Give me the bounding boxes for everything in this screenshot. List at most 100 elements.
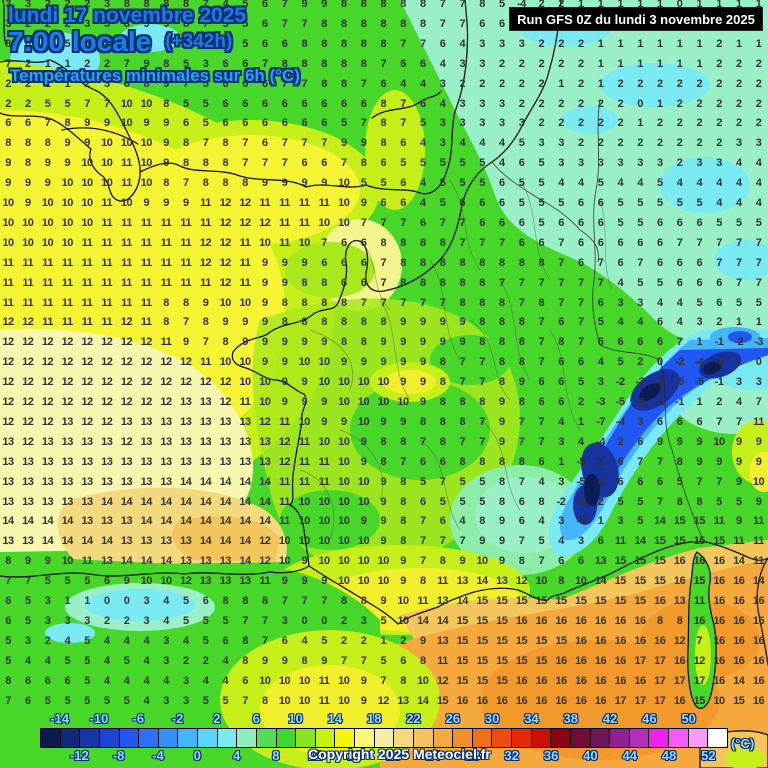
temp-value: 6: [25, 695, 31, 707]
temp-value: 1: [380, 635, 386, 647]
temp-value: 8: [479, 456, 485, 468]
temp-value: 14: [753, 575, 765, 587]
temp-value: 16: [555, 655, 567, 667]
temp-value: 14: [733, 555, 745, 567]
temp-value: 5: [637, 217, 643, 229]
temp-value: 13: [200, 416, 212, 428]
temp-value: 13: [42, 436, 54, 448]
temp-value: 2: [598, 98, 604, 110]
temp-value: 2: [84, 0, 90, 10]
temp-value: 9: [420, 635, 426, 647]
temp-value: 6: [242, 58, 248, 70]
temp-value: 10: [121, 197, 133, 209]
temp-value: 16: [753, 635, 765, 647]
temp-value: 17: [674, 675, 686, 687]
temp-value: 1: [637, 38, 643, 50]
temp-value: 12: [121, 376, 133, 388]
temp-value: 2: [637, 78, 643, 90]
temp-value: 8: [380, 237, 386, 249]
temp-value: 8: [479, 297, 485, 309]
scale-swatch: [452, 728, 473, 748]
temp-value: 13: [42, 456, 54, 468]
temp-value: 12: [160, 356, 172, 368]
temp-value: 9: [301, 177, 307, 189]
temp-value: 6: [479, 197, 485, 209]
temp-value: 1: [558, 78, 564, 90]
temp-value: 3: [163, 635, 169, 647]
temp-value: 6: [341, 98, 347, 110]
temp-value: 8: [519, 456, 525, 468]
temp-value: 4: [124, 635, 130, 647]
temp-value: 9: [143, 18, 149, 30]
temp-value: 9: [163, 78, 169, 90]
temp-value: 9: [282, 396, 288, 408]
temp-value: 8: [499, 316, 505, 328]
temp-value: 5: [420, 476, 426, 488]
temp-value: 8: [25, 157, 31, 169]
temp-value: 15: [555, 595, 567, 607]
temp-value: 5: [736, 496, 742, 508]
temp-value: 10: [2, 197, 14, 209]
temp-value: 9: [143, 117, 149, 129]
temp-value: 2: [25, 78, 31, 90]
temp-value: 9: [361, 197, 367, 209]
temp-value: 5: [203, 78, 209, 90]
temp-value: 6: [459, 197, 465, 209]
scale-swatch: [354, 728, 375, 748]
temp-value: 7: [558, 257, 564, 269]
temp-value: 10: [121, 137, 133, 149]
temp-value: 8: [203, 157, 209, 169]
temp-value: 6: [242, 78, 248, 90]
temp-value: 15: [654, 535, 666, 547]
temp-value: 14: [239, 555, 251, 567]
temp-value: 6: [696, 257, 702, 269]
temp-value: 10: [318, 535, 330, 547]
temp-value: 3: [598, 376, 604, 388]
temp-value: 7: [5, 58, 11, 70]
temp-value: 2: [578, 58, 584, 70]
temp-value: 7: [558, 237, 564, 249]
temp-value: 7: [440, 476, 446, 488]
temp-value: 16: [733, 655, 745, 667]
temp-value: 4: [598, 476, 604, 488]
temp-value: 7: [420, 555, 426, 567]
temp-value: 7: [203, 38, 209, 50]
temp-value: 6: [677, 277, 683, 289]
temp-value: 13: [121, 416, 133, 428]
temp-value: 13: [141, 436, 153, 448]
temp-value: -9: [576, 515, 585, 527]
temp-value: 8: [203, 177, 209, 189]
temp-value: 16: [575, 615, 587, 627]
scale-swatch: [628, 728, 650, 748]
temp-value: 7: [282, 595, 288, 607]
temp-value: 12: [279, 456, 291, 468]
temp-value: -5: [616, 396, 625, 408]
temp-value: 15: [516, 655, 528, 667]
temp-value: 7: [262, 635, 268, 647]
temp-value: 13: [81, 436, 93, 448]
temp-value: 8: [163, 316, 169, 328]
temp-value: 13: [101, 555, 113, 567]
temp-value: 8: [400, 18, 406, 30]
temp-value: 5: [677, 476, 683, 488]
temp-value: 11: [299, 436, 310, 448]
temp-value: 5: [677, 197, 683, 209]
scale-swatch: [59, 728, 81, 748]
temp-value: -2: [636, 396, 645, 408]
temp-value: 5: [380, 615, 386, 627]
temp-value: 8: [203, 316, 209, 328]
temp-value: 6: [578, 237, 584, 249]
temp-value: 1: [598, 0, 604, 10]
temp-value: 8: [519, 555, 525, 567]
temp-value: 5: [756, 297, 762, 309]
temp-value: 5: [578, 376, 584, 388]
temp-value: 5: [84, 655, 90, 667]
temp-value: 12: [2, 356, 14, 368]
temp-value: 7: [400, 297, 406, 309]
temp-value: 2: [538, 0, 544, 10]
temp-value: 8: [341, 336, 347, 348]
temp-value: 14: [101, 496, 113, 508]
temp-value: 9: [657, 436, 663, 448]
temp-value: 1: [736, 356, 742, 368]
temp-value: 16: [575, 695, 587, 707]
